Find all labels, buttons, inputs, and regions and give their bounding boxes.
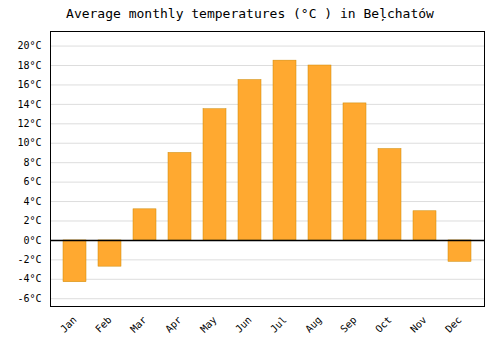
svg-text:May: May <box>198 314 219 335</box>
svg-text:-6°C: -6°C <box>17 293 41 304</box>
svg-text:12°C: 12°C <box>17 118 41 129</box>
svg-text:Apr: Apr <box>163 314 184 335</box>
svg-text:Jan: Jan <box>58 314 79 335</box>
svg-text:16°C: 16°C <box>17 79 41 90</box>
svg-text:14°C: 14°C <box>17 99 41 110</box>
svg-text:4°C: 4°C <box>23 196 41 207</box>
svg-text:Jul: Jul <box>268 314 289 335</box>
svg-text:Jun: Jun <box>233 314 254 335</box>
html-text:Average monthly temperatures (: Average monthly temperatures (°C ) in Be… <box>66 6 434 21</box>
svg-text:0°C: 0°C <box>23 235 41 246</box>
svg-text:18°C: 18°C <box>17 60 41 71</box>
svg-text:20°C: 20°C <box>17 40 41 51</box>
svg-text:-4°C: -4°C <box>17 273 41 284</box>
svg-text:Mar: Mar <box>128 314 149 335</box>
svg-text:8°C: 8°C <box>23 157 41 168</box>
svg-text:-2°C: -2°C <box>17 254 41 265</box>
svg-text:Dec: Dec <box>443 314 464 335</box>
svg-text:2°C: 2°C <box>23 215 41 226</box>
svg-text:6°C: 6°C <box>23 176 41 187</box>
svg-text:10°C: 10°C <box>17 137 41 148</box>
svg-text:Oct: Oct <box>373 314 394 335</box>
svg-text:Nov: Nov <box>408 314 429 335</box>
svg-text:Feb: Feb <box>93 314 114 335</box>
svg-text:Aug: Aug <box>303 314 324 335</box>
svg-text:Sep: Sep <box>338 314 359 335</box>
